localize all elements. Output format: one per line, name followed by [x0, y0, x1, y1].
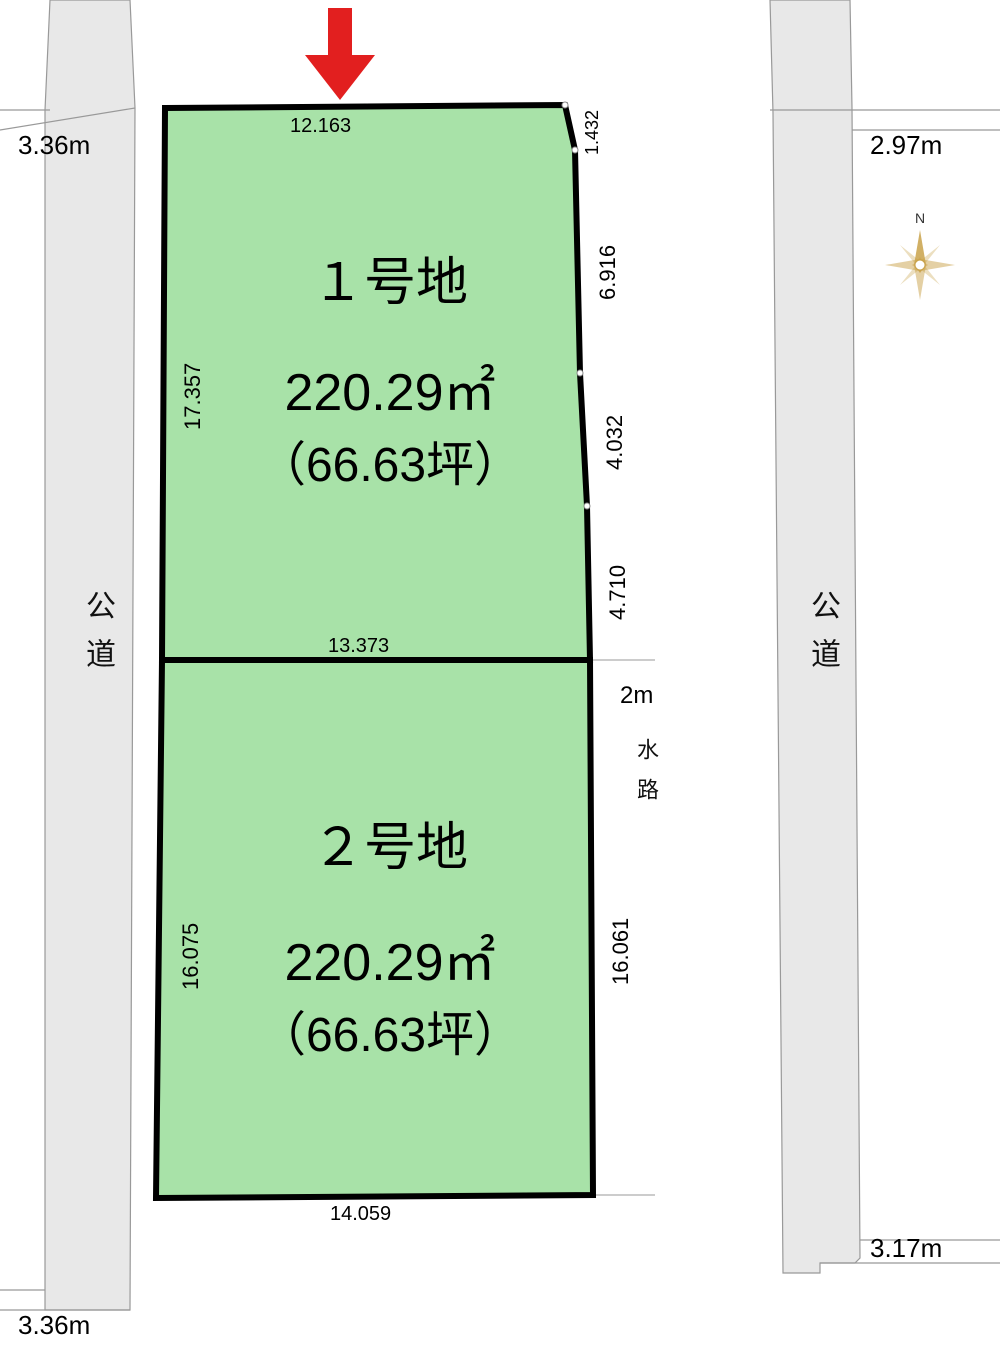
lot2-tsubo: （66.63坪） [190, 995, 590, 1065]
entrance-arrow-icon [305, 8, 375, 100]
lot1-dim-r1: 1.432 [582, 110, 603, 155]
lot1-title: １号地 [190, 240, 590, 315]
lot2-area: 220.29㎡ [190, 920, 590, 995]
lot1-dim-r3: 4.032 [602, 415, 628, 470]
lot1-dim-r2: 6.916 [595, 245, 621, 300]
lot2-dim-left: 16.075 [178, 923, 204, 990]
left-road-label: 公道 [75, 590, 119, 686]
right-road-label: 公道 [800, 590, 844, 686]
lot1-tsubo: （66.63坪） [190, 425, 590, 495]
waterway-width: 2m [620, 682, 653, 710]
lot1-dim-bottom: 13.373 [328, 635, 389, 658]
lot2-dim-right: 16.061 [608, 918, 634, 985]
svg-text:N: N [915, 210, 925, 226]
compass-icon: N [885, 210, 955, 300]
lot1-area: 220.29㎡ [190, 350, 590, 425]
vertex-dot [584, 503, 590, 509]
right-road-width-top: 2.97m [870, 130, 942, 161]
lot1-dim-top: 12.163 [290, 115, 351, 138]
plot-diagram: { "type": "lot-subdivision-plan", "color… [0, 0, 1000, 1371]
lot1-dim-r4: 4.710 [605, 565, 631, 620]
vertex-dot [562, 102, 568, 108]
lot2-title: ２号地 [190, 805, 590, 880]
left-road-width-bottom: 3.36m [18, 1310, 90, 1341]
vertex-dot [572, 147, 578, 153]
right-road-width-bottom: 3.17m [870, 1233, 942, 1264]
lot2-dim-bottom: 14.059 [330, 1203, 391, 1226]
svg-layer: N [0, 0, 1000, 1371]
waterway-label: 水路 [630, 738, 662, 818]
left-road-width-top: 3.36m [18, 130, 90, 161]
lot1-dim-left: 17.357 [180, 363, 206, 430]
